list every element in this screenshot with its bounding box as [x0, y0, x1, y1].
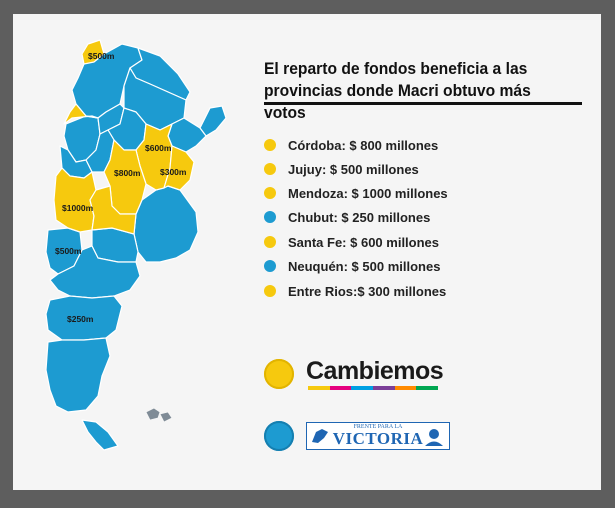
- blue-dot-icon: [264, 260, 276, 272]
- legend-text: Córdoba: $ 800 millones: [288, 137, 439, 153]
- province-tierradelfuego: [81, 419, 119, 451]
- headline: El reparto de fondos beneficia a las pro…: [264, 58, 558, 124]
- fpv-logo-name: VICTORIA: [332, 429, 424, 448]
- legend-text: Santa Fe: $ 600 millones: [288, 234, 440, 250]
- legend-item-santafe: Santa Fe: $ 600 millones: [264, 233, 439, 251]
- map-label-chubut: $250m: [67, 314, 94, 324]
- province-entrerios: [163, 145, 195, 191]
- blue-dot-icon: [264, 211, 276, 223]
- yellow-dot-icon: [264, 163, 276, 175]
- map-silhouette-icon: [312, 429, 328, 443]
- yellow-dot-icon: [264, 236, 276, 248]
- map-label-santafe: $600m: [145, 143, 172, 153]
- province-chubut: [45, 295, 123, 341]
- yellow-circle-icon: [264, 359, 294, 389]
- blue-circle-icon: [264, 421, 294, 451]
- fpv-logo-small: FRENTE PARA LA: [353, 424, 403, 430]
- portrait-icon: [425, 429, 443, 446]
- map-label-entrerios: $300m: [160, 167, 187, 177]
- headline-line-2: provincias donde Macri obtuvo más votos: [264, 81, 531, 122]
- legend-item-neuquen: Neuquén: $ 500 millones: [264, 257, 440, 275]
- yellow-dot-icon: [264, 139, 276, 151]
- map-label-mendoza: $1000m: [62, 203, 94, 213]
- headline-line-1: El reparto de fondos beneficia a las: [264, 59, 528, 78]
- legend-text: Chubut: $ 250 millones: [288, 209, 431, 225]
- cambiemos-logo: Cambiemos: [306, 357, 444, 385]
- map-label-jujuy: $500m: [88, 51, 115, 61]
- islands-malvinas: [145, 407, 173, 423]
- province-rionegro: [49, 245, 141, 299]
- province-santacruz: [45, 337, 111, 413]
- province-sanluis-yellow: [89, 185, 137, 235]
- legend-item-chubut: Chubut: $ 250 millones: [264, 208, 430, 226]
- map-label-neuquen: $500m: [55, 246, 82, 256]
- legend-item-entrerios: Entre Rios:$ 300 millones: [264, 282, 446, 300]
- map-label-cordoba: $800m: [114, 168, 141, 178]
- province-salta-band: [63, 103, 99, 125]
- legend-text: Mendoza: $ 1000 millones: [288, 185, 448, 201]
- legend-item-cordoba: Córdoba: $ 800 millones: [264, 136, 438, 154]
- legend-item-mendoza: Mendoza: $ 1000 millones: [264, 184, 448, 202]
- yellow-dot-icon: [264, 285, 276, 297]
- frente-para-la-victoria-logo: FRENTE PARA LA VICTORIA: [306, 422, 450, 450]
- legend-text: Neuquén: $ 500 millones: [288, 258, 441, 274]
- province-buenosaires: [133, 185, 199, 263]
- legend-text: Entre Rios:$ 300 millones: [288, 283, 447, 299]
- headline-underline: [264, 102, 582, 105]
- cambiemos-logo-bar: [308, 386, 439, 390]
- legend-item-jujuy: Jujuy: $ 500 millones: [264, 160, 419, 178]
- province-misiones: [199, 105, 227, 137]
- yellow-dot-icon: [264, 187, 276, 199]
- legend-text: Jujuy: $ 500 millones: [288, 161, 419, 177]
- province-jujuy: [81, 39, 105, 65]
